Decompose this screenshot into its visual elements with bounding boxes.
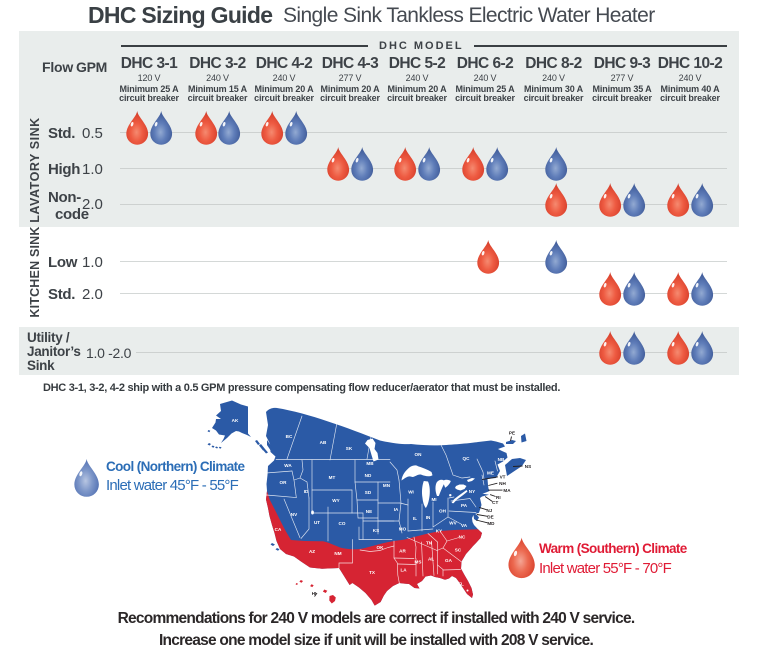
svg-text:OH: OH — [439, 509, 447, 514]
svg-text:MB: MB — [366, 461, 374, 466]
svg-text:NH: NH — [499, 481, 506, 486]
svg-text:HI: HI — [312, 591, 317, 596]
svg-text:IN: IN — [426, 515, 431, 520]
svg-text:PA: PA — [461, 503, 468, 508]
svg-text:PE: PE — [509, 431, 515, 436]
svg-text:BC: BC — [286, 434, 293, 439]
svg-text:ND: ND — [365, 473, 372, 478]
svg-text:WY: WY — [332, 498, 339, 503]
svg-text:WV: WV — [449, 521, 457, 526]
svg-text:RI: RI — [496, 495, 501, 500]
svg-text:KY: KY — [436, 529, 442, 534]
svg-text:CT: CT — [492, 500, 498, 505]
svg-text:WA: WA — [284, 463, 292, 468]
svg-text:MS: MS — [415, 560, 422, 565]
svg-text:VA: VA — [461, 523, 468, 528]
svg-text:SD: SD — [365, 490, 372, 495]
svg-text:IL: IL — [413, 516, 417, 521]
svg-text:MA: MA — [503, 488, 511, 493]
svg-text:GA: GA — [445, 558, 453, 563]
svg-text:FL: FL — [458, 582, 464, 587]
svg-text:CO: CO — [339, 521, 346, 526]
svg-text:AR: AR — [399, 549, 406, 554]
svg-text:AZ: AZ — [309, 549, 315, 554]
svg-text:MI: MI — [431, 497, 436, 502]
svg-text:MD: MD — [487, 521, 495, 526]
svg-text:LA: LA — [400, 568, 407, 573]
svg-text:NM: NM — [334, 551, 341, 556]
svg-text:AB: AB — [320, 440, 327, 445]
svg-text:MO: MO — [399, 527, 407, 532]
svg-text:NE: NE — [366, 509, 372, 514]
svg-text:NJ: NJ — [486, 508, 492, 513]
svg-text:ID: ID — [304, 489, 309, 494]
svg-text:VT: VT — [500, 474, 506, 479]
svg-text:AL: AL — [428, 557, 434, 562]
svg-text:OR: OR — [280, 480, 288, 485]
svg-text:NC: NC — [459, 535, 466, 540]
svg-text:ME: ME — [487, 471, 494, 476]
svg-text:NB: NB — [498, 457, 505, 462]
svg-text:SK: SK — [346, 446, 353, 451]
svg-text:MT: MT — [329, 475, 336, 480]
svg-text:DE: DE — [487, 515, 493, 520]
svg-text:NY: NY — [469, 489, 475, 494]
svg-text:TX: TX — [369, 570, 376, 575]
svg-text:KS: KS — [373, 528, 379, 533]
svg-text:CA: CA — [275, 527, 282, 532]
svg-text:ON: ON — [415, 452, 423, 457]
svg-text:AK: AK — [232, 418, 239, 423]
svg-text:WI: WI — [408, 490, 414, 495]
svg-text:TN: TN — [426, 541, 433, 546]
svg-text:NS: NS — [525, 464, 531, 469]
svg-text:SC: SC — [455, 548, 462, 553]
svg-text:MN: MN — [383, 483, 391, 488]
svg-text:UT: UT — [314, 520, 320, 525]
svg-text:IA: IA — [394, 507, 399, 512]
svg-text:NV: NV — [291, 512, 298, 517]
svg-text:OK: OK — [377, 545, 385, 550]
svg-text:QC: QC — [463, 456, 471, 461]
